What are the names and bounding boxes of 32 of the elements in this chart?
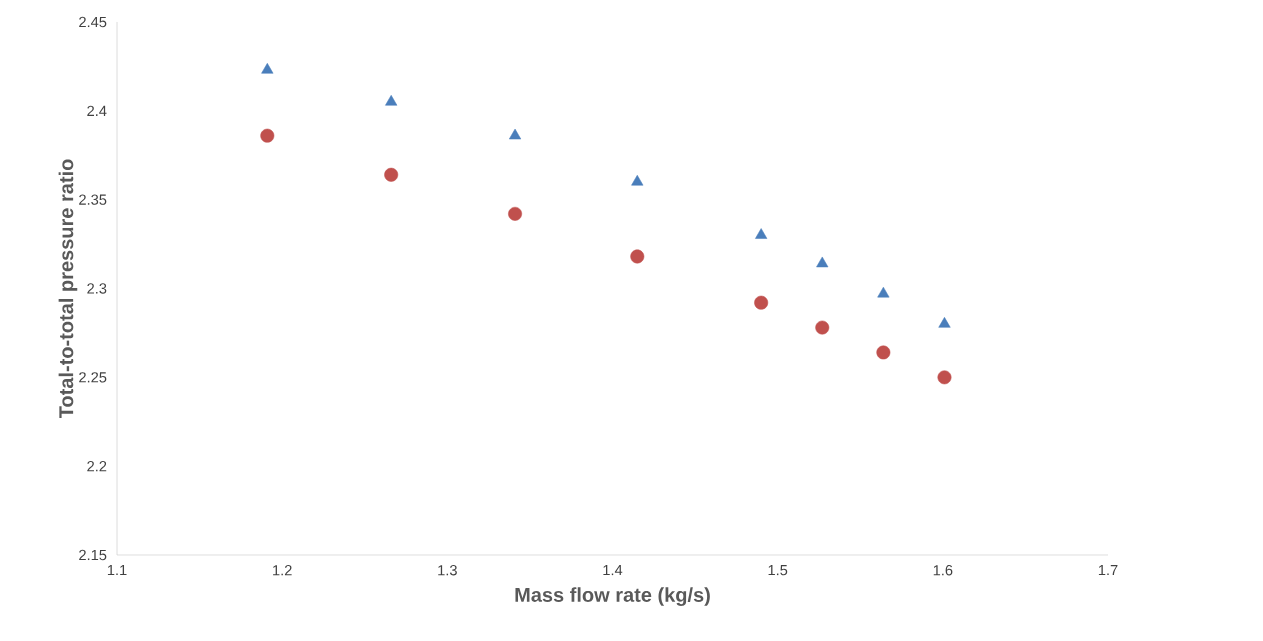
x-tick-label: 1.2 (273, 565, 292, 576)
point (631, 174, 644, 186)
x-tick-label: 1.7 (1098, 565, 1118, 576)
point (630, 249, 645, 264)
point (385, 95, 398, 106)
point (938, 317, 951, 328)
x-tick-label: 1.1 (107, 565, 127, 576)
point (260, 128, 275, 143)
x-tick-label: 1.3 (438, 565, 457, 576)
point (384, 167, 399, 182)
point (261, 63, 274, 74)
point (755, 228, 768, 239)
point (877, 286, 890, 298)
y-tick-label: 2.4 (87, 105, 107, 116)
y-tick-label: 2.2 (87, 461, 107, 472)
y-axis-title: Total-to-total pressure ratio (58, 159, 78, 419)
y-tick-label: 2.35 (79, 194, 107, 205)
y-tick-label: 2.15 (79, 549, 107, 561)
point (816, 256, 829, 268)
x-tick-label: 1.6 (933, 565, 953, 576)
x-tick-label: 1.4 (603, 565, 623, 576)
point (937, 370, 952, 385)
point (876, 345, 891, 360)
point (508, 206, 522, 221)
x-tick-label: 1.5 (768, 565, 788, 576)
point (754, 295, 769, 310)
y-tick-label: 2.3 (87, 283, 107, 294)
y-tick-label: 2.25 (79, 372, 107, 383)
y-tick-label: 2.45 (79, 16, 107, 28)
point (509, 128, 522, 140)
point (815, 320, 830, 335)
x-axis-title: Mass flow rate (kg/s) (515, 587, 710, 606)
